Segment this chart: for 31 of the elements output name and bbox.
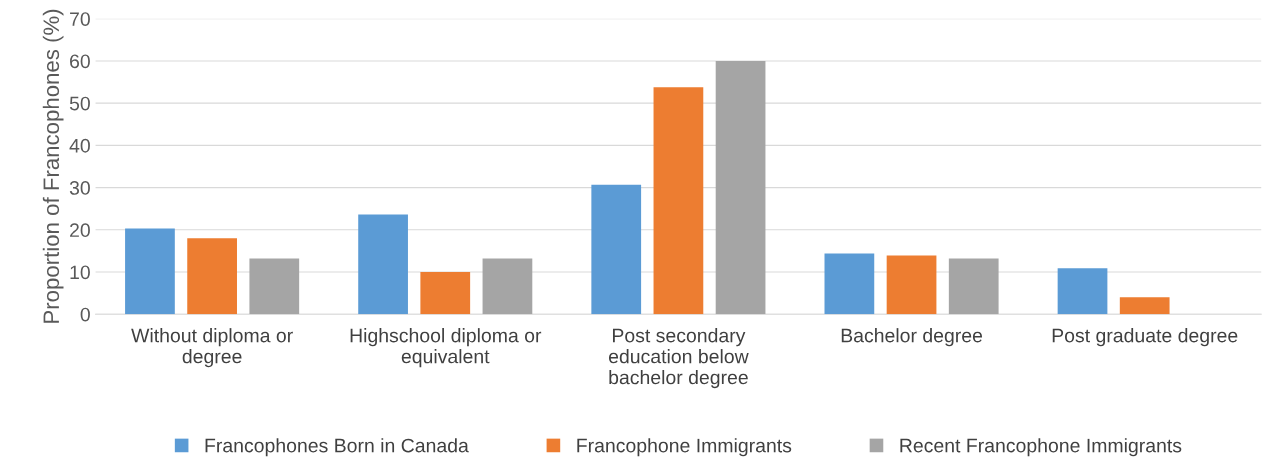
x-tick-label: Post graduate degree <box>1052 328 1238 347</box>
bar <box>187 238 237 315</box>
bar <box>1119 297 1170 315</box>
y-tick-label: 60 <box>70 54 90 69</box>
y-tick-label: 30 <box>69 181 90 195</box>
legend-label: Francophone Immigrants <box>577 438 792 457</box>
y-tick-label: 10 <box>70 265 90 280</box>
y-tick-label: 20 <box>70 223 90 238</box>
bar <box>653 87 704 315</box>
bar <box>824 253 875 315</box>
bar <box>249 258 300 315</box>
y-tick-label: 0 <box>80 307 90 322</box>
x-tick-label: Without diploma or degree <box>131 328 293 368</box>
bar <box>482 258 533 315</box>
bar <box>1057 268 1108 315</box>
bar <box>715 60 766 315</box>
bar <box>125 228 175 315</box>
y-tick-label: 40 <box>69 138 90 153</box>
bar <box>591 184 642 315</box>
x-tick-label: Post secondary education below bachelor degree <box>608 328 749 389</box>
x-tick-label: Bachelor degree <box>841 328 983 347</box>
y-tick-label: 70 <box>70 12 90 26</box>
y-tick-label: 50 <box>69 96 90 111</box>
legend-label: Francophones Born in Canada <box>205 438 469 457</box>
y-axis-title: Proportion of Francophones (%) <box>42 9 64 323</box>
bar <box>886 255 937 315</box>
bar <box>358 214 408 315</box>
x-tick-label: Highschool diploma or equivalent <box>350 328 542 368</box>
bar <box>420 272 471 315</box>
bar <box>948 258 999 315</box>
legend-label: Recent Francophone Immigrants <box>900 438 1182 457</box>
